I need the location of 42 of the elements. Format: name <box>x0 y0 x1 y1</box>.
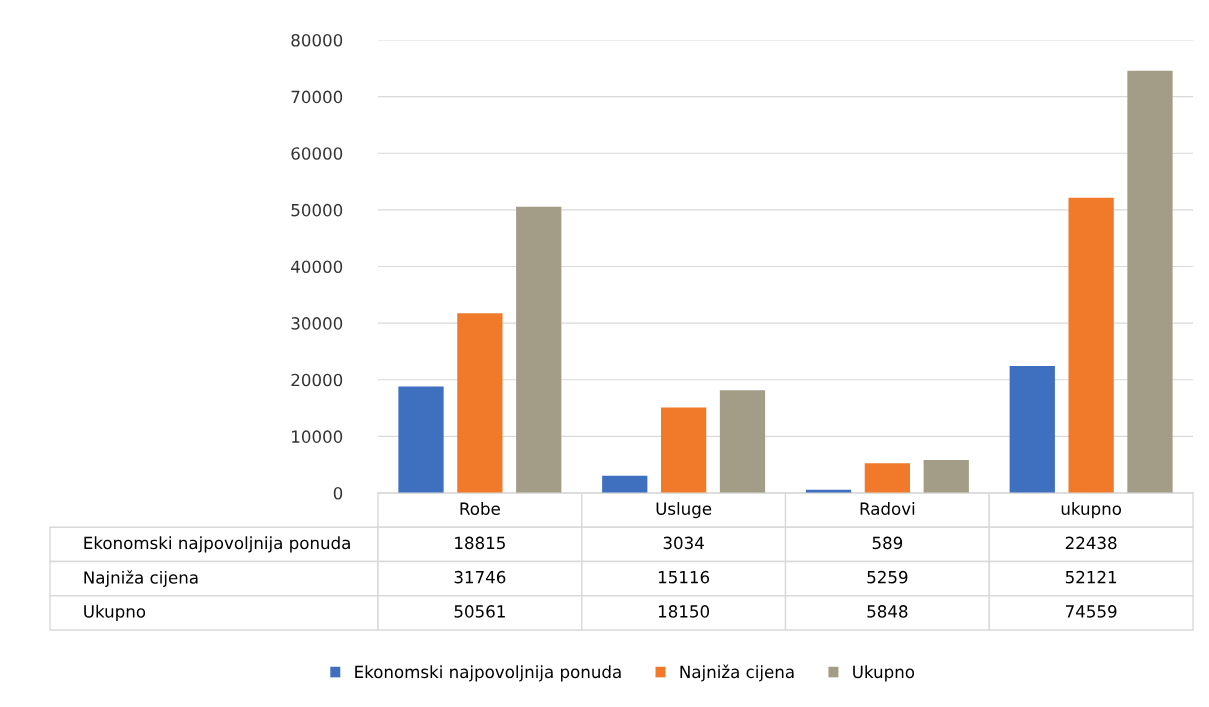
data-label: 50561 <box>454 605 505 618</box>
bar <box>660 407 707 493</box>
data-label: 22438 <box>1065 536 1117 550</box>
y-tick-label: 20000 <box>291 373 343 387</box>
y-tick-label: 60000 <box>291 147 343 160</box>
y-tick-label: 70000 <box>291 90 343 104</box>
data-label: 18815 <box>455 536 505 550</box>
text: Ukupno <box>84 604 146 621</box>
y-tick-label: 80000 <box>291 33 343 47</box>
bar <box>719 390 766 493</box>
data-label: 3034 <box>663 536 704 550</box>
bar <box>864 463 911 493</box>
legend-label: Ukupno <box>853 665 915 682</box>
bar <box>1068 197 1114 493</box>
data-label: 74559 <box>1065 605 1117 618</box>
data-label: 31746 <box>454 570 506 584</box>
text: Najniža cijena <box>84 570 198 588</box>
text: Ekonomski najpovoljnija ponuda <box>84 536 350 553</box>
x-tick-label: Radovi <box>860 502 915 515</box>
y-tick-label: 30000 <box>291 317 343 330</box>
data-label: 15116 <box>658 570 710 584</box>
bar <box>923 459 969 493</box>
bar <box>398 386 444 493</box>
x-tick-label: ukupno <box>1061 502 1122 519</box>
bar <box>457 313 503 493</box>
y-tick-label: 50000 <box>291 203 343 217</box>
legend-label: Ekonomski najpovoljnija ponuda <box>355 665 621 682</box>
bar <box>1009 365 1055 493</box>
data-label: 589 <box>872 536 903 550</box>
data-label: 18150 <box>658 605 710 618</box>
bar <box>1127 70 1173 493</box>
data-label: 5848 <box>867 605 908 618</box>
bar <box>602 475 648 493</box>
x-tick-label: Robe <box>460 502 500 515</box>
y-tick-label: 0 <box>333 486 343 500</box>
bar <box>516 206 562 493</box>
legend-label: Najniža cijena <box>680 664 794 682</box>
y-tick-label: 10000 <box>292 430 343 443</box>
y-tick-label: 40000 <box>291 260 343 274</box>
data-label: 52121 <box>1065 570 1117 584</box>
data-label: 5259 <box>867 570 908 584</box>
x-tick-label: Usluge <box>656 502 712 519</box>
